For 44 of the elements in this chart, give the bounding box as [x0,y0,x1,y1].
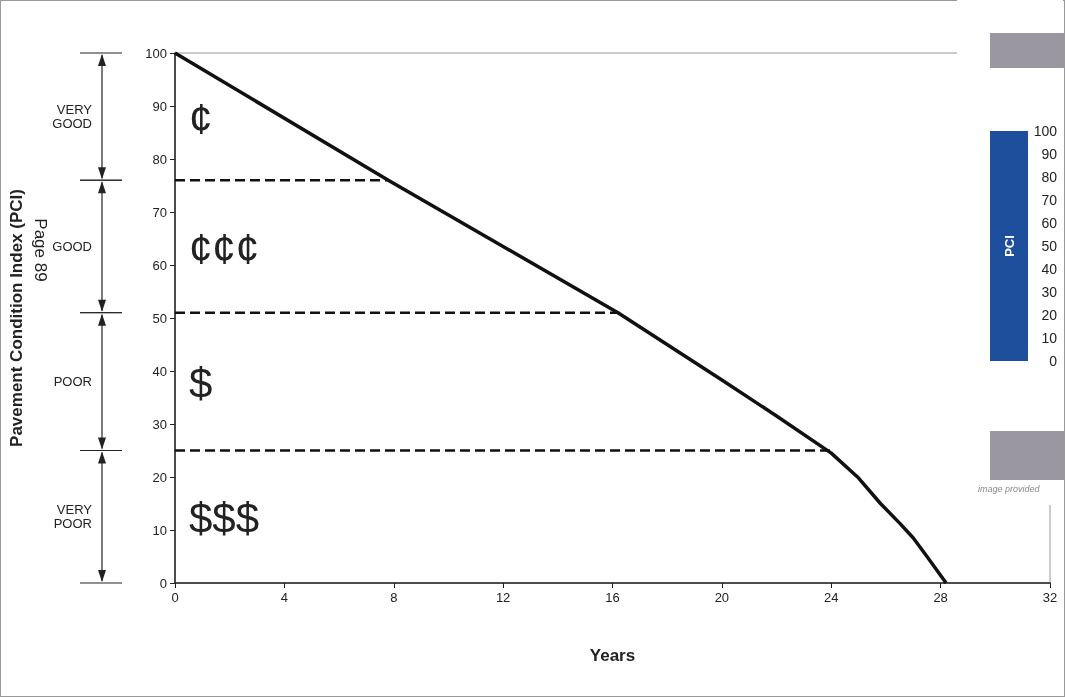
text: GOOD [52,238,92,254]
annotation: $ [189,360,213,408]
x-tick-label: 16 [605,590,620,605]
y-tick-label: 10 [152,522,167,538]
annotation: ¢¢¢ [189,224,260,272]
x-tick-label: 24 [824,590,839,605]
x-tick-label: 0 [171,590,179,605]
text: VERY GOOD [52,102,93,132]
y-axis-title: Pavement Condition Index (PCI) [7,189,26,447]
x-tick-label: 20 [714,590,730,605]
x-tick-label: 8 [390,590,398,605]
y-tick-label: 20 [1041,307,1058,323]
y-tick-label: 80 [152,151,167,167]
x-tick-label: PCI [1001,235,1017,257]
y-tick-label: 0 [159,575,167,591]
y-tick-label: 60 [152,257,167,273]
y-tick-label: 90 [1041,146,1058,162]
y-tick-label: 100 [145,45,167,61]
x-tick-label: 4 [280,590,288,605]
y-tick-label: 100 [1033,123,1058,139]
x-tick-label: 12 [495,590,511,605]
y-tick-label: 70 [1041,192,1058,208]
annotation: $$$ [189,495,260,543]
y-tick-label: 0 [1049,353,1058,369]
y-tick-label: 30 [1041,284,1058,300]
x-tick-label: 32 [1042,590,1058,605]
y-tick-label: 70 [152,204,167,220]
y-tick-label: 90 [152,98,167,114]
text: Page 89 [30,218,50,282]
annotation: ¢ [189,95,213,143]
y-tick-label: 80 [1041,169,1058,185]
text: VERY POOR [53,502,93,532]
y-tick-label: 50 [1041,238,1058,254]
text: POOR [53,374,92,390]
x-axis-title: Years [589,646,636,665]
y-tick-label: 30 [152,416,167,432]
y-tick-label: 40 [1041,261,1058,277]
annotation: image provided [978,484,1040,494]
x-tick-label: 28 [933,590,948,605]
y-tick-label: 50 [152,310,167,326]
y-tick-label: 40 [152,363,167,379]
y-tick-label: 20 [152,469,167,485]
y-tick-label: 10 [1041,330,1058,346]
y-tick-label: 60 [1041,215,1058,231]
